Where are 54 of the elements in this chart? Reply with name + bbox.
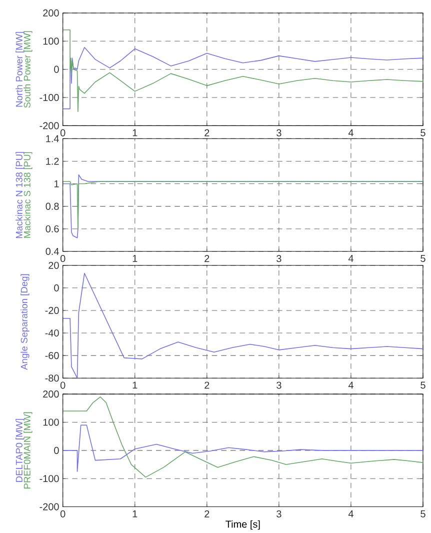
x-tick-label: 3	[276, 129, 282, 136]
y-tick-label: -200	[40, 503, 59, 510]
y-tick-label: 1.2	[46, 158, 59, 165]
text: Mackinac N 138 [PU]	[16, 152, 24, 238]
x-tick-label: 1	[132, 382, 138, 389]
y-tick-label: 200	[43, 390, 59, 398]
x-tick-label: 4	[348, 129, 354, 136]
x-tick-label: 0	[60, 382, 66, 389]
y-tick-label: 1.4	[46, 135, 59, 142]
x-tick-label: 1	[132, 510, 138, 518]
y-tick-label: -100	[40, 94, 59, 102]
x-tick-label: 2	[204, 254, 210, 262]
x-tick-label: 4	[348, 382, 354, 389]
x-tick-label: 4	[348, 510, 354, 518]
y-tick-label: -20	[45, 306, 59, 314]
text: DELTAP0 [MW]	[16, 418, 24, 482]
y-tick-label: -60	[45, 352, 59, 360]
y-tick-label: 0.8	[46, 202, 59, 210]
x-tick-label: 5	[420, 382, 426, 389]
y-tick-label: -100	[40, 475, 59, 482]
y-tick-label: 0	[54, 284, 59, 292]
x-tick-label: 0	[60, 254, 66, 262]
y-tick-label: 100	[43, 38, 59, 45]
y-tick-label: 0.4	[46, 248, 59, 255]
x-tick-label: 5	[420, 129, 426, 136]
y-tick-label: -40	[45, 329, 59, 337]
x-tick-label: 5	[420, 510, 426, 518]
text: Mackinac S 138 [PU]	[24, 152, 32, 238]
x-tick-label: 1	[132, 129, 138, 136]
x-tick-label: 4	[348, 254, 354, 262]
x-tick-label: 2	[204, 129, 210, 136]
text: North Power [MW]	[16, 32, 24, 107]
x-tick-label: 3	[276, 510, 282, 518]
text: South Power [MW]	[24, 31, 32, 108]
x-tick-label: 5	[420, 254, 426, 262]
y-tick-label: 200	[43, 9, 59, 17]
y-tick-label: 1	[54, 180, 59, 188]
y-tick-label: 100	[43, 418, 59, 426]
x-axis-title: Time [s]	[226, 520, 260, 530]
x-tick-label: 0	[60, 510, 66, 518]
y-tick-label: 0	[54, 446, 59, 454]
x-tick-label: 3	[276, 254, 282, 262]
y-tick-label: -200	[40, 122, 59, 130]
x-tick-label: 2	[204, 382, 210, 389]
y-tick-label: 0.6	[46, 225, 59, 232]
x-tick-label: 0	[60, 129, 66, 136]
y-tick-label: 20	[48, 262, 59, 269]
text: Angle Separation [Deg]	[20, 274, 30, 370]
y-tick-label: 0	[54, 66, 59, 73]
x-tick-label: 3	[276, 382, 282, 389]
text: PREF0MAIN [MW]	[24, 412, 32, 488]
x-tick-label: 1	[132, 254, 138, 262]
y-tick-label: -80	[45, 374, 59, 382]
x-tick-label: 2	[204, 510, 210, 518]
